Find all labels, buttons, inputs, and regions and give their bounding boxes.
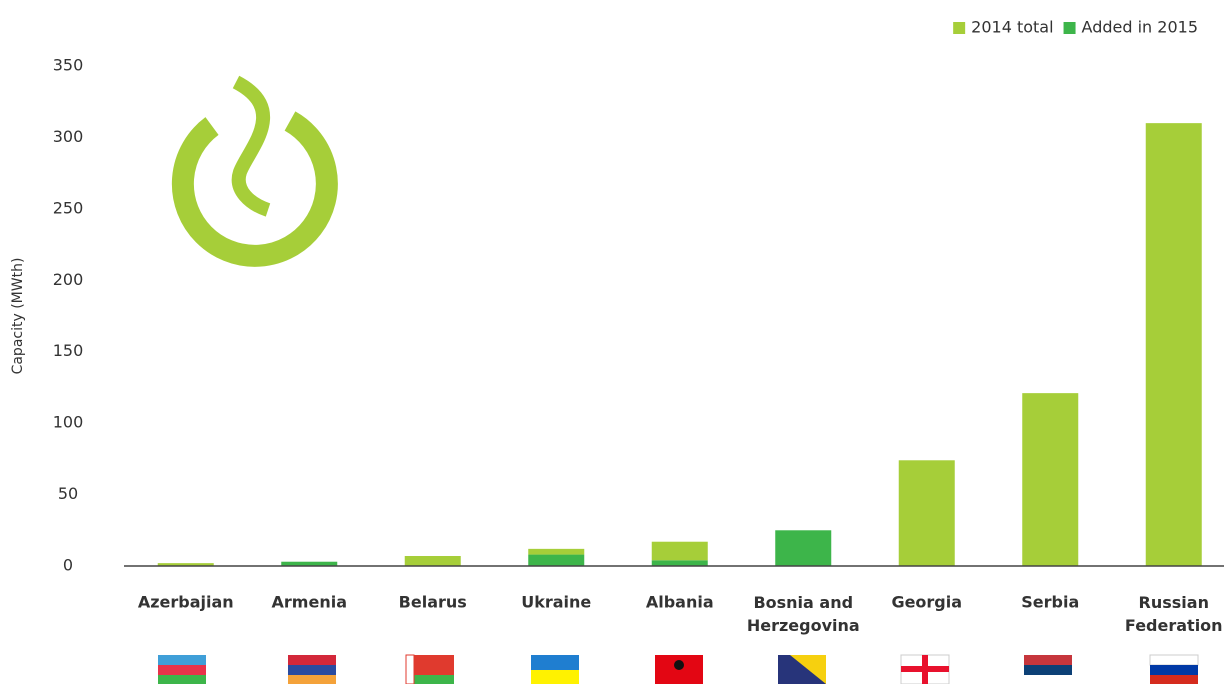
y-tick-label: 300 (53, 127, 84, 146)
y-tick-label: 100 (53, 413, 84, 432)
bar-segment (651, 560, 708, 566)
y-tick-label: 150 (53, 341, 84, 360)
bar-segment (528, 554, 585, 566)
bar-segment (1145, 123, 1202, 567)
x-tick-label: Albania (646, 593, 714, 612)
x-tick-label: Georgia (891, 593, 962, 612)
y-tick-label: 250 (53, 198, 84, 217)
legend-label: 2014 total (971, 18, 1053, 37)
y-axis-label: Capacity (MWth) (10, 258, 26, 375)
flags (158, 654, 1199, 684)
x-tick-label: Azerbajian (138, 593, 234, 612)
y-tick-label: 350 (53, 56, 84, 75)
y-tick-label: 0 (63, 556, 73, 575)
x-tick-label: Bosnia and Herzegovina (747, 593, 860, 635)
bar-segment (898, 460, 955, 566)
bar-segment (404, 556, 461, 566)
bar-segment (157, 563, 214, 566)
bar-segment (528, 548, 585, 555)
legend-label: Added in 2015 (1082, 18, 1198, 37)
x-tick-label: Ukraine (521, 593, 591, 612)
bar-segment (775, 530, 832, 566)
y-tick-label: 50 (58, 484, 78, 503)
logo (171, 75, 338, 267)
x-tick-label: Russian Federation (1125, 593, 1223, 635)
x-tick-label: Serbia (1021, 593, 1079, 612)
x-tick-label: Armenia (272, 593, 347, 612)
legend-swatch (1063, 22, 1076, 34)
bar-segment (281, 561, 338, 566)
bar-segment (651, 541, 708, 561)
bar-segment (1022, 393, 1079, 566)
x-tick-label: Belarus (399, 593, 467, 612)
legend-swatch (953, 22, 966, 34)
y-tick-label: 200 (53, 270, 84, 289)
